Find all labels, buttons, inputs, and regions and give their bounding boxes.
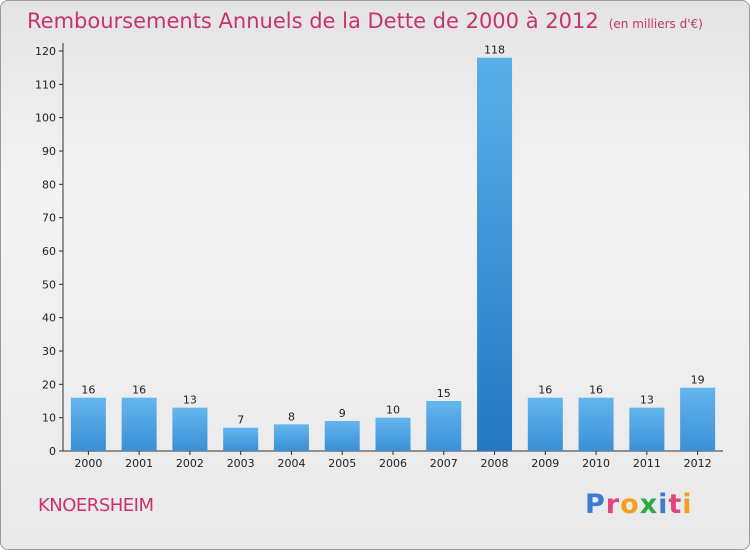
data-label-2002: 13 [183, 394, 197, 407]
bar-2006 [375, 417, 411, 451]
y-tick-label-0: 0 [49, 445, 56, 458]
x-tick-label-2007: 2007 [430, 457, 458, 470]
y-tick-label-30: 30 [42, 345, 56, 358]
x-tick-label-2012: 2012 [684, 457, 712, 470]
title-text: Remboursements Annuels de la Dette de 20… [27, 9, 599, 33]
x-tick-label-2003: 2003 [227, 457, 255, 470]
y-tick-label-80: 80 [42, 178, 56, 191]
logo-letter: P [585, 489, 606, 520]
x-tick-label-2004: 2004 [277, 457, 305, 470]
x-tick-label-2009: 2009 [531, 457, 559, 470]
data-label-2008: 118 [484, 44, 505, 57]
bar-2010 [578, 397, 614, 451]
bar-2003 [223, 427, 259, 451]
bar-2009 [527, 397, 563, 451]
y-tick-label-100: 100 [35, 112, 56, 125]
bar-2008 [477, 57, 513, 452]
title-unit: (en milliers d'€) [608, 17, 703, 31]
x-tick-label-2011: 2011 [633, 457, 661, 470]
y-tick-label-90: 90 [42, 145, 56, 158]
data-label-2009: 16 [538, 384, 552, 397]
bar-2012 [680, 387, 716, 451]
data-label-2011: 13 [640, 394, 654, 407]
logo-letter: r [605, 489, 621, 520]
x-tick-label-2000: 2000 [74, 457, 102, 470]
bar-2011 [629, 407, 665, 451]
data-label-2003: 7 [237, 414, 244, 427]
logo-letter: t [668, 489, 683, 520]
data-label-2007: 15 [437, 387, 451, 400]
x-tick-label-2006: 2006 [379, 457, 407, 470]
bar-2000 [70, 397, 106, 451]
bar-2005 [324, 421, 360, 451]
logo-letter: i [682, 489, 693, 520]
chart-title: Remboursements Annuels de la Dette de 20… [27, 9, 703, 33]
data-label-2004: 8 [288, 410, 295, 423]
commune-name: KNOERSHEIM [38, 495, 154, 516]
x-tick-label-2001: 2001 [125, 457, 153, 470]
data-label-2012: 19 [691, 374, 705, 387]
x-tick-label-2010: 2010 [582, 457, 610, 470]
data-label-2001: 16 [132, 384, 146, 397]
y-tick-label-40: 40 [42, 312, 56, 325]
logo-letter: i [658, 489, 669, 520]
x-tick-label-2005: 2005 [328, 457, 356, 470]
y-tick-label-10: 10 [42, 412, 56, 425]
y-tick-label-60: 60 [42, 245, 56, 258]
logo-letter: o [620, 489, 640, 520]
y-tick-label-110: 110 [35, 78, 56, 91]
bar-2004 [273, 424, 309, 451]
y-tick-label-20: 20 [42, 378, 56, 391]
x-tick-label-2008: 2008 [481, 457, 509, 470]
bar-2007 [426, 401, 462, 451]
proxiti-logo: Proxiti [585, 489, 693, 520]
data-label-2010: 16 [589, 384, 603, 397]
y-tick-label-70: 70 [42, 212, 56, 225]
bar-2002 [172, 407, 208, 451]
y-tick-label-50: 50 [42, 278, 56, 291]
logo-letter: x [639, 489, 659, 520]
data-label-2005: 9 [339, 407, 346, 420]
data-label-2000: 16 [81, 384, 95, 397]
x-tick-label-2002: 2002 [176, 457, 204, 470]
y-tick-label-120: 120 [35, 45, 56, 58]
bar-2001 [121, 397, 157, 451]
data-label-2006: 10 [386, 404, 400, 417]
